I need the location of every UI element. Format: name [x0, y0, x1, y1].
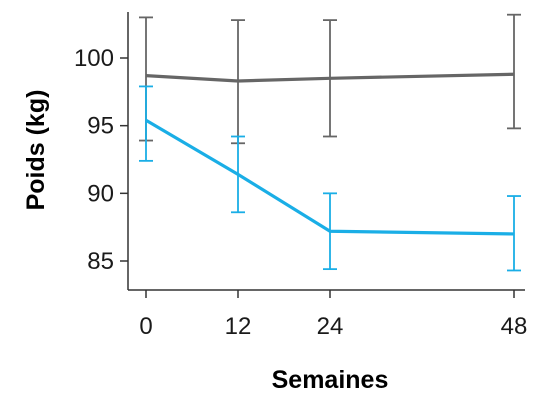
x-axis-title: Semaines — [272, 366, 389, 394]
x-axis-ticks: 0 12 24 48 — [139, 290, 527, 340]
y-axis-ticks: 85 90 95 100 — [74, 45, 128, 275]
x-tick-label-48: 48 — [501, 313, 528, 340]
y-axis-title: Poids (kg) — [22, 90, 50, 211]
series-1 — [139, 13, 521, 145]
series-line — [145, 72, 515, 83]
series-layer — [139, 13, 521, 272]
x-tick-label-0: 0 — [139, 313, 152, 340]
y-tick-label-85: 85 — [87, 248, 114, 275]
series-line — [145, 118, 515, 236]
error-bar — [139, 85, 153, 162]
y-tick-label-95: 95 — [87, 113, 114, 140]
error-bar — [507, 13, 521, 130]
x-tick-label-24: 24 — [317, 313, 344, 340]
y-tick-label-90: 90 — [87, 180, 114, 207]
y-tick-label-100: 100 — [74, 45, 114, 72]
x-tick-label-12: 12 — [225, 313, 252, 340]
series-2 — [139, 85, 521, 272]
